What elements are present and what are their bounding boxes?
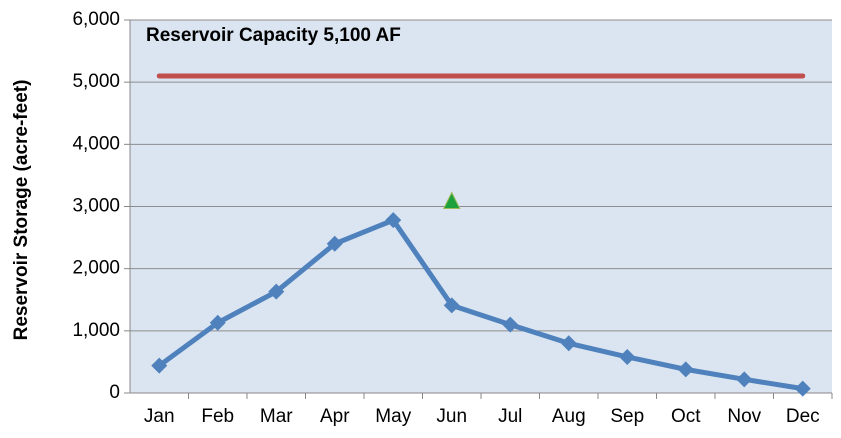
y-tick-label: 4,000 bbox=[72, 133, 120, 154]
x-tick-label: Aug bbox=[552, 406, 586, 427]
y-tick-label: 6,000 bbox=[72, 9, 120, 30]
y-tick-label: 3,000 bbox=[72, 196, 120, 217]
marker bbox=[736, 371, 753, 388]
marker bbox=[209, 314, 226, 331]
marker bbox=[619, 348, 636, 365]
x-tick-label: Apr bbox=[320, 406, 350, 427]
x-tick-label: Oct bbox=[671, 406, 701, 427]
y-tick-label: 5,000 bbox=[72, 71, 120, 92]
annotation: Reservoir Capacity 5,100 AF bbox=[146, 25, 401, 46]
marker bbox=[794, 380, 811, 397]
marker bbox=[442, 191, 461, 210]
y-tick-label: 0 bbox=[109, 382, 120, 403]
marker bbox=[677, 361, 694, 378]
x-tick-label: Nov bbox=[727, 406, 761, 427]
x-tick-label: Dec bbox=[786, 406, 820, 427]
y-axis-label: Reservoir Storage (acre-feet) bbox=[11, 80, 32, 341]
marker bbox=[385, 212, 402, 229]
x-tick-label: Sep bbox=[610, 406, 644, 427]
x-tick-label: Jan bbox=[144, 406, 175, 427]
marker bbox=[443, 297, 460, 314]
marker bbox=[151, 357, 168, 374]
y-tick-label: 1,000 bbox=[72, 320, 120, 341]
x-tick-label: Jul bbox=[498, 406, 522, 427]
x-tick-label: May bbox=[375, 406, 411, 427]
series-line bbox=[156, 217, 806, 392]
marker bbox=[560, 335, 577, 352]
x-tick-label: Jun bbox=[436, 406, 467, 427]
y-tick-label: 2,000 bbox=[72, 258, 120, 279]
marker bbox=[268, 283, 285, 300]
marker bbox=[326, 235, 343, 252]
x-tick-label: Mar bbox=[260, 406, 293, 427]
x-tick-label: Feb bbox=[201, 406, 234, 427]
marker bbox=[502, 316, 519, 333]
